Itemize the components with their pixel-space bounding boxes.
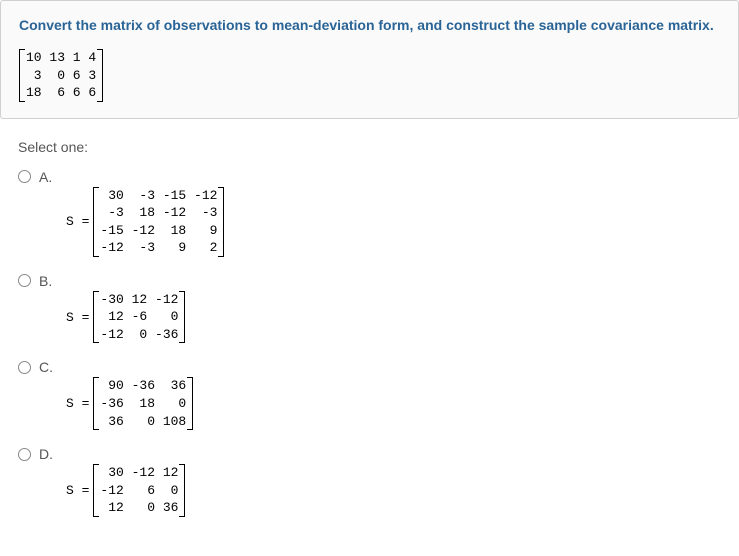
option-a[interactable]: A. S = 30 -3 -15 -12 -3 18 -12 -3 -15 -1… xyxy=(18,169,721,257)
option-matrix: 90 -36 36 -36 18 0 36 0 108 xyxy=(93,377,193,430)
given-matrix: 10 13 1 4 3 0 6 3 18 6 6 6 xyxy=(19,49,103,102)
option-label: C. xyxy=(39,359,53,375)
option-label: D. xyxy=(39,446,53,462)
option-matrix: -30 12 -12 12 -6 0 -12 0 -36 xyxy=(93,291,185,344)
radio-icon[interactable] xyxy=(18,361,31,374)
radio-icon[interactable] xyxy=(18,448,31,461)
options-list: A. S = 30 -3 -15 -12 -3 18 -12 -3 -15 -1… xyxy=(0,169,739,551)
equation-prefix: S = xyxy=(66,396,93,411)
option-c[interactable]: C. S = 90 -36 36 -36 18 0 36 0 108 xyxy=(18,359,721,430)
radio-icon[interactable] xyxy=(18,274,31,287)
option-label: A. xyxy=(39,169,52,185)
option-b[interactable]: B. S = -30 12 -12 12 -6 0 -12 0 -36 xyxy=(18,273,721,344)
equation-prefix: S = xyxy=(66,214,93,229)
equation-prefix: S = xyxy=(66,483,93,498)
option-d[interactable]: D. S = 30 -12 12 -12 6 0 12 0 36 xyxy=(18,446,721,517)
question-title: Convert the matrix of observations to me… xyxy=(19,17,720,33)
prompt-label: Select one: xyxy=(0,139,739,163)
option-matrix: 30 -12 12 -12 6 0 12 0 36 xyxy=(93,464,185,517)
option-label: B. xyxy=(39,273,52,289)
option-matrix: 30 -3 -15 -12 -3 18 -12 -3 -15 -12 18 9 … xyxy=(93,187,224,257)
equation-prefix: S = xyxy=(66,310,93,325)
radio-icon[interactable] xyxy=(18,170,31,183)
